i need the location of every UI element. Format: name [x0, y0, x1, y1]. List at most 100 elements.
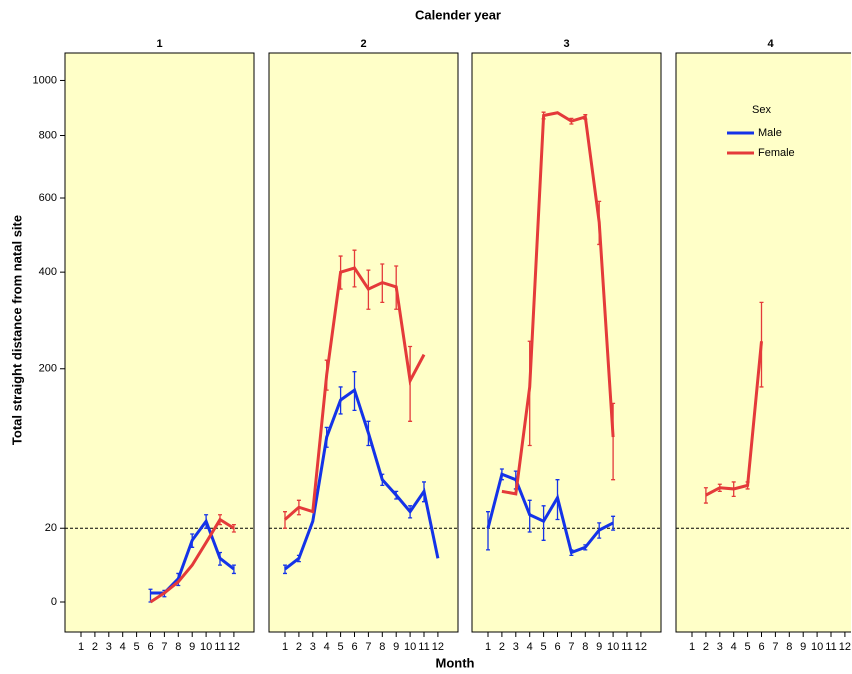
x-tick-label: 3 [310, 641, 316, 653]
error-bar [527, 340, 532, 447]
error-bar [218, 514, 222, 526]
x-tick-label: 8 [379, 641, 385, 653]
x-tick-label: 4 [324, 641, 330, 653]
error-bar [231, 564, 236, 575]
x-tick-label: 1 [485, 641, 491, 653]
x-tick-label: 12 [839, 641, 851, 653]
x-tick-label: 2 [703, 641, 709, 653]
x-tick-label: 9 [800, 641, 806, 653]
x-tick-label: 10 [811, 641, 823, 653]
error-bar [569, 117, 574, 125]
x-tick-label: 6 [554, 641, 560, 653]
error-bar [541, 111, 546, 120]
error-bar [231, 523, 236, 533]
x-tick-label: 7 [161, 641, 167, 653]
error-bar [366, 269, 371, 310]
x-tick-label: 8 [175, 641, 181, 653]
y-tick-label: 400 [39, 266, 57, 278]
legend-label: Female [758, 147, 795, 159]
x-tick-label: 5 [541, 641, 547, 653]
error-bar [745, 481, 750, 490]
error-bar [731, 481, 736, 498]
line [284, 387, 440, 571]
error-bar [283, 564, 287, 575]
x-tick-label: 5 [745, 641, 751, 653]
y-tick-label: 20 [45, 522, 57, 534]
x-tick-label: 10 [404, 641, 416, 653]
panel-title: 2 [360, 38, 366, 50]
error-bar [324, 359, 329, 391]
line [486, 472, 614, 555]
x-axis-label: Month [436, 655, 475, 670]
error-bar [296, 499, 301, 516]
error-bar [583, 544, 588, 551]
error-bar [218, 551, 222, 566]
error-bar [422, 481, 426, 503]
panel-bg [675, 52, 851, 633]
error-bar [283, 511, 287, 529]
x-tick-label: 6 [351, 641, 357, 653]
x-tick-label: 9 [596, 641, 602, 653]
x-tick-label: 3 [717, 641, 723, 653]
x-tick-label: 7 [568, 641, 574, 653]
error-bar [204, 514, 209, 529]
error-bar [352, 371, 357, 412]
plot-area [64, 52, 851, 637]
error-bar [190, 533, 195, 548]
x-tick-label: 11 [621, 641, 632, 653]
x-tick-label: 2 [92, 641, 98, 653]
error-bar [611, 515, 616, 531]
y-tick-label: 600 [39, 192, 57, 204]
error-bar [541, 505, 546, 541]
error-bar [759, 301, 764, 388]
x-tick-label: 9 [393, 641, 399, 653]
chart-title: Calender year [415, 7, 501, 22]
x-tick-label: 11 [214, 641, 225, 653]
x-tick-label: 1 [689, 641, 695, 653]
error-bar [527, 499, 532, 533]
legend-label: Male [758, 127, 782, 139]
error-bar [717, 483, 722, 493]
y-tick-label: 200 [39, 363, 57, 375]
error-bar [380, 473, 385, 487]
x-tick-label: 7 [772, 641, 778, 653]
x-tick-label: 6 [147, 641, 153, 653]
panel-bg [471, 52, 662, 633]
error-bar [324, 426, 329, 448]
x-tick-label: 3 [513, 641, 519, 653]
x-tick-label: 5 [338, 641, 344, 653]
error-bar [597, 200, 602, 246]
x-tick-label: 6 [758, 641, 764, 653]
x-tick-label: 9 [189, 641, 195, 653]
x-tick-label: 12 [228, 641, 240, 653]
x-tick-label: 5 [134, 641, 140, 653]
x-tick-label: 12 [635, 641, 647, 653]
error-bar [296, 554, 301, 563]
error-bar [366, 420, 371, 447]
x-tick-label: 11 [825, 641, 836, 653]
error-bar [408, 505, 413, 519]
legend-title: Sex [752, 104, 771, 116]
x-tick-label: 7 [365, 641, 371, 653]
error-bar [569, 549, 574, 557]
error-bar [555, 479, 560, 521]
panel-title: 4 [767, 38, 774, 50]
error-bar [394, 490, 399, 500]
error-bar [583, 114, 588, 120]
line [501, 111, 615, 496]
y-tick-label: 0 [51, 596, 57, 608]
x-tick-label: 2 [296, 641, 302, 653]
x-tick-label: 4 [120, 641, 126, 653]
x-tick-label: 11 [418, 641, 429, 653]
x-tick-label: 8 [786, 641, 792, 653]
error-bar [703, 487, 708, 504]
panel-bg [268, 52, 459, 633]
x-tick-label: 10 [200, 641, 212, 653]
panel-bg [64, 52, 255, 633]
x-tick-label: 3 [106, 641, 112, 653]
panel-title: 1 [156, 38, 162, 50]
y-tick-label: 1000 [33, 74, 57, 86]
error-bar [597, 522, 602, 539]
